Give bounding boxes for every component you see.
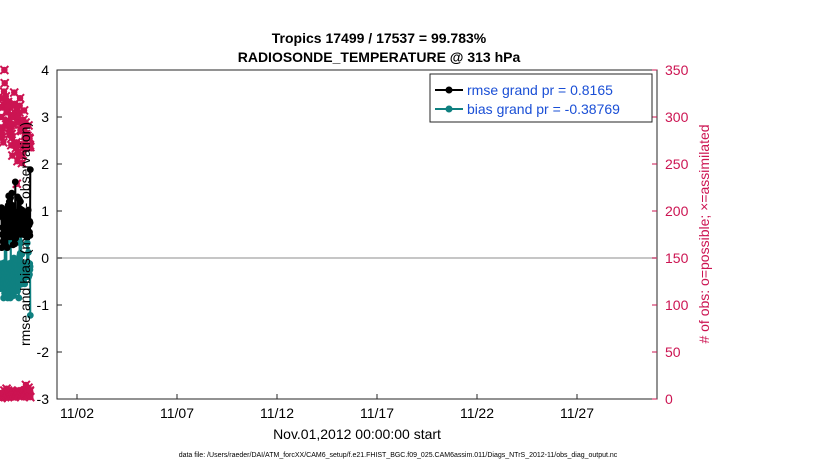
legend: rmse grand pr = 0.8165 bias grand pr = -… [429, 73, 653, 123]
left-tick-label: 0 [41, 250, 49, 266]
right-tick-label: 350 [665, 62, 689, 78]
obs-possible-point [0, 65, 10, 75]
legend-rmse-marker [445, 86, 453, 94]
left-tick-label: 2 [41, 156, 49, 172]
bias-point [18, 250, 26, 258]
left-tick-label: -3 [37, 391, 50, 407]
bias-point [25, 248, 32, 256]
bias-point [15, 294, 23, 302]
obs-possible-point [0, 78, 10, 88]
x-tick-label: 11/02 [60, 405, 94, 421]
bias-series [0, 228, 34, 319]
obs-possible-point [25, 142, 36, 152]
rmse-point [26, 166, 34, 174]
rmse-point [26, 219, 34, 227]
chart-subtitle: RADIOSONDE_TEMPERATURE @ 313 hPa [238, 49, 521, 65]
x-axis: 11/02 11/07 11/12 11/17 11/22 11/27 [60, 394, 594, 421]
obs-possible-point [19, 105, 29, 116]
right-tick-label: 150 [665, 250, 689, 266]
rmse-point [9, 201, 17, 209]
x-axis-label: Nov.01,2012 00:00:00 start [273, 426, 441, 442]
data-file-footnote: data file: /Users/raeder/DAI/ATM_forcXX/… [179, 452, 618, 459]
legend-rmse-label: rmse grand pr = 0.8165 [467, 82, 613, 98]
rmse-point [11, 178, 19, 186]
obs-possible-point [17, 158, 27, 168]
right-tick-label: 250 [665, 156, 689, 172]
right-tick-label: 50 [665, 344, 681, 360]
right-tick-label: 100 [665, 297, 689, 313]
left-tick-label: 1 [41, 203, 49, 219]
right-tick-label: 300 [665, 109, 689, 125]
x-tick-label: 11/27 [560, 405, 594, 421]
right-axis-label: # of obs: o=possible; ×=assimilated [696, 124, 712, 343]
bias-point [21, 280, 29, 288]
bias-point [16, 239, 24, 247]
rmse-point [11, 240, 19, 248]
x-tick-label: 11/12 [260, 405, 294, 421]
left-tick-label: 4 [41, 62, 49, 78]
bias-point [23, 239, 31, 247]
rmse-point [17, 198, 24, 206]
left-axis-label: rmse and bias (model - observation) [17, 122, 33, 346]
rmse-point [26, 232, 34, 239]
legend-box [429, 73, 653, 123]
x-tick-label: 11/22 [460, 405, 494, 421]
left-tick-label: 3 [41, 109, 49, 125]
right-tick-label: 200 [665, 203, 689, 219]
bias-point [26, 263, 34, 270]
obs-possible-point [15, 93, 25, 103]
left-y-axis: 4 3 2 1 0 -1 -2 -3 [37, 62, 62, 407]
chart-title: Tropics 17499 / 17537 = 99.783% [272, 30, 487, 46]
left-tick-label: -1 [37, 297, 50, 313]
left-tick-label: -2 [37, 344, 50, 360]
rmse-point [8, 189, 16, 197]
obs-possible-point [0, 137, 8, 148]
obs-count-series [0, 65, 36, 403]
x-tick-label: 11/07 [160, 405, 194, 421]
bias-point [10, 292, 18, 299]
x-tick-label: 11/17 [360, 405, 394, 421]
bias-point [26, 311, 34, 319]
legend-bias-label: bias grand pr = -0.38769 [467, 101, 620, 117]
legend-bias-marker [445, 105, 453, 113]
rmse-series [0, 166, 34, 252]
obs-assimilated-point [25, 392, 36, 402]
plot-area [56, 69, 658, 400]
rmse-point [3, 244, 11, 252]
rmse-point [24, 206, 32, 214]
right-y-axis: 350 300 250 200 150 100 50 0 [652, 62, 689, 407]
obs-possible-point [23, 120, 34, 131]
right-tick-label: 0 [665, 391, 673, 407]
